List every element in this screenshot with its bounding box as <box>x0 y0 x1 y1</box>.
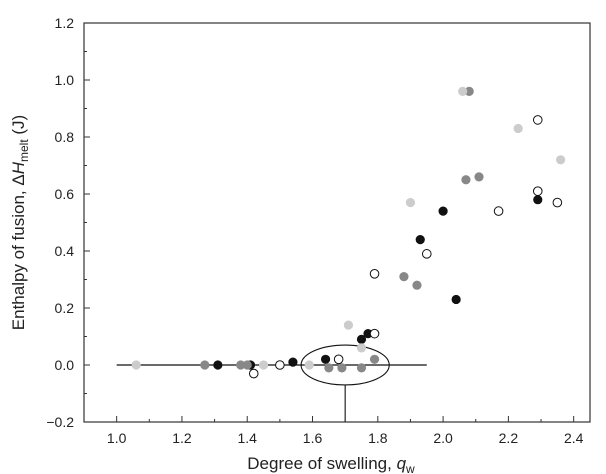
data-point-light-gray <box>356 343 367 353</box>
data-point-black <box>533 195 543 205</box>
highlight-ellipse <box>300 344 390 386</box>
data-point-black <box>213 360 223 370</box>
y-tick-label: 0.0 <box>55 357 75 373</box>
data-point-dark-gray <box>369 354 380 364</box>
data-point-open <box>248 368 259 379</box>
data-point-dark-gray <box>324 363 334 373</box>
y-axis-label: Enthalpy of fusion, Δ <box>9 174 28 330</box>
data-point-light-gray <box>513 123 523 134</box>
x-tick-label: 1.8 <box>368 430 388 446</box>
data-point-light-gray <box>458 86 468 96</box>
data-points <box>131 86 566 379</box>
y-tick-label: −0.2 <box>46 414 74 430</box>
data-point-open <box>333 354 344 365</box>
axis-ticks: 1.0 1.2 1.4 1.6 1.8 2.0 2.2 2.4 −0.2 0.0 0.2 0.4 0.6… <box>46 15 583 446</box>
data-point-light-gray <box>405 197 416 208</box>
data-point-dark-gray <box>356 363 367 373</box>
data-point-black <box>438 206 448 216</box>
data-point-open <box>421 249 432 259</box>
data-point-black <box>415 235 425 245</box>
x-tick-label: 2.4 <box>564 430 584 446</box>
data-point-black <box>288 357 298 367</box>
data-point-light-gray <box>258 360 269 370</box>
y-tick-label: 0.2 <box>55 300 75 316</box>
data-point-open <box>493 206 504 216</box>
x-tick-label: 2.0 <box>433 430 453 446</box>
data-point-open <box>532 186 543 196</box>
data-point-dark-gray <box>337 363 347 373</box>
x-tick-label: 1.6 <box>303 430 323 446</box>
data-point-dark-gray <box>399 272 409 282</box>
annotations <box>116 344 427 422</box>
x-axis-subscript: w <box>405 462 415 474</box>
data-point-open <box>532 115 543 125</box>
y-tick-label: 0.4 <box>55 243 75 259</box>
data-point-light-gray <box>131 360 141 370</box>
data-point-open <box>369 328 380 339</box>
data-point-open <box>369 269 380 279</box>
data-point-dark-gray <box>412 280 422 290</box>
x-axis-variable: q <box>397 454 407 473</box>
x-tick-label: 2.2 <box>499 430 519 446</box>
y-tick-label: 0.8 <box>55 129 75 145</box>
x-axis-label: Degree of swelling, <box>247 454 396 473</box>
data-point-light-gray <box>304 360 314 370</box>
y-axis-title: Enthalpy of fusion, ΔHmelt (J) <box>9 115 31 330</box>
y-axis-variable: H <box>9 161 28 174</box>
data-point-dark-gray <box>200 360 210 370</box>
data-point-light-gray <box>556 155 566 165</box>
data-point-black <box>320 354 331 364</box>
y-axis-unit: (J) <box>9 115 28 140</box>
data-point-open <box>275 360 285 370</box>
data-point-dark-gray <box>461 175 471 185</box>
y-axis-subscript: melt <box>17 139 31 162</box>
y-tick-label: 0.6 <box>55 186 75 202</box>
data-point-dark-gray <box>474 172 484 182</box>
x-tick-label: 1.4 <box>237 430 257 446</box>
x-axis-title: Degree of swelling, qw <box>247 454 415 474</box>
x-tick-label: 1.0 <box>107 430 127 446</box>
y-tick-label: 1.0 <box>55 72 75 88</box>
x-tick-label: 1.2 <box>172 430 192 446</box>
y-tick-label: 1.2 <box>55 15 75 31</box>
data-point-dark-gray <box>242 360 252 370</box>
data-point-light-gray <box>343 320 354 330</box>
data-point-black <box>451 294 461 305</box>
data-point-open <box>552 197 563 208</box>
